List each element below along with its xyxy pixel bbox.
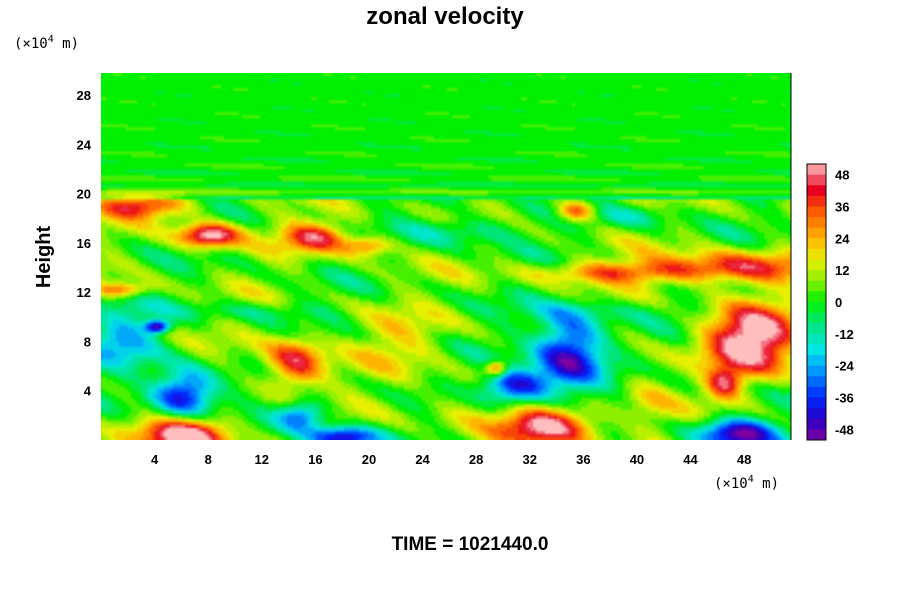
y-axis-unit: (×104 m) [14, 34, 79, 52]
colorbar-label: -48 [835, 422, 854, 437]
colorbar-swatch [807, 355, 826, 367]
colorbar-swatch [807, 259, 826, 271]
colorbar-swatch [807, 397, 826, 409]
y-tick-label: 24 [77, 137, 92, 152]
y-axis-label: Height [33, 226, 55, 289]
colorbar-swatch [807, 195, 826, 207]
colorbar-swatch [807, 227, 826, 239]
x-tick-label: 48 [737, 452, 751, 467]
colorbar-swatch [807, 270, 826, 282]
y-tick-label: 28 [77, 88, 91, 103]
y-tick-label: 8 [84, 334, 91, 349]
y-axis-ticks: 4 8 12 16 20 24 28 [77, 88, 92, 399]
x-tick-label: 36 [576, 452, 590, 467]
x-tick-label: 32 [523, 452, 537, 467]
colorbar-swatch [807, 323, 826, 335]
colorbar-swatch [807, 302, 826, 314]
x-tick-label: 24 [415, 452, 430, 467]
colorbar-swatch [807, 217, 826, 229]
x-tick-label: 8 [205, 452, 212, 467]
colorbar-swatch [807, 174, 826, 186]
y-tick-label: 16 [77, 236, 91, 251]
colorbar-label: 24 [835, 231, 850, 246]
colorbar-label: 0 [835, 295, 842, 310]
heatmap-plot-area [101, 73, 792, 440]
colorbar-swatch [807, 280, 826, 292]
colorbar-labels: 48 36 24 12 0 -12 -24 -36 -48 [835, 168, 855, 438]
x-unit-exponent: 4 [748, 474, 754, 485]
colorbar-swatch [807, 312, 826, 324]
y-unit-prefix: (×10 [14, 36, 48, 52]
y-tick-label: 12 [77, 285, 91, 300]
x-tick-label: 40 [630, 452, 644, 467]
x-tick-label: 16 [308, 452, 322, 467]
x-tick-label: 28 [469, 452, 483, 467]
colorbar-swatch [807, 185, 826, 197]
colorbar-label: -36 [835, 391, 854, 406]
heatmap-raster [101, 73, 791, 440]
y-tick-label: 4 [84, 384, 92, 399]
colorbar-swatch [807, 291, 826, 303]
colorbar-swatch [807, 365, 826, 377]
y-tick-label: 20 [77, 187, 91, 202]
colorbar-label: -12 [835, 327, 854, 342]
colorbar-swatch [807, 238, 826, 250]
y-unit-suffix: m) [54, 36, 79, 52]
colorbar-swatch [807, 344, 826, 356]
colorbar-swatch [807, 376, 826, 388]
colorbar-frame [806, 163, 827, 441]
colorbar [806, 163, 827, 441]
colorbar-swatch [807, 206, 826, 218]
colorbar-swatch [807, 418, 826, 430]
colorbar-swatch [807, 429, 826, 441]
y-unit-exponent: 4 [48, 34, 54, 45]
x-unit-prefix: (×10 [714, 476, 748, 492]
x-tick-label: 12 [255, 452, 269, 467]
colorbar-swatch [807, 164, 826, 176]
colorbar-swatch [807, 333, 826, 345]
x-tick-label: 44 [683, 452, 698, 467]
colorbar-swatch [807, 386, 826, 399]
colorbar-label: -24 [835, 359, 855, 374]
colorbar-swatch [807, 408, 826, 420]
colorbar-label: 12 [835, 263, 849, 278]
colorbar-label: 36 [835, 199, 849, 214]
x-tick-label: 4 [151, 452, 159, 467]
x-axis-ticks: 4 8 12 16 20 24 28 32 36 40 44 48 [151, 452, 751, 467]
heatmap-raster-container [101, 73, 791, 440]
chart-title: zonal velocity [366, 3, 524, 30]
x-tick-label: 20 [362, 452, 376, 467]
colorbar-label: 48 [835, 168, 849, 183]
time-label: TIME = 1021440.0 [392, 534, 549, 555]
x-unit-suffix: m) [754, 476, 779, 492]
colorbar-swatch [807, 248, 826, 261]
x-axis-unit: (×104 m) [714, 474, 779, 492]
